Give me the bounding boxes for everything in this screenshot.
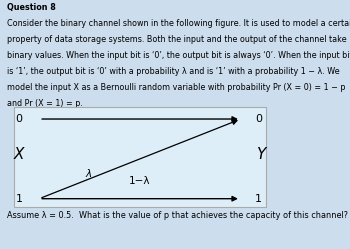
Text: 0: 0 [255, 114, 262, 124]
Text: Y: Y [256, 147, 266, 162]
Text: model the input X as a Bernoulli random variable with probability Pr (X = 0) = 1: model the input X as a Bernoulli random … [7, 83, 345, 92]
Text: 1: 1 [15, 194, 22, 204]
Text: and Pr (X = 1) = p.: and Pr (X = 1) = p. [7, 99, 83, 108]
Text: X: X [14, 147, 24, 162]
Text: λ: λ [85, 169, 92, 179]
Text: 0: 0 [15, 114, 22, 124]
Text: Question 8: Question 8 [7, 3, 56, 12]
Text: property of data storage systems. Both the input and the output of the channel t: property of data storage systems. Both t… [7, 35, 346, 44]
Text: 1−λ: 1−λ [129, 176, 151, 186]
Text: Assume λ = 0.5.  What is the value of p that achieves the capacity of this chann: Assume λ = 0.5. What is the value of p t… [7, 211, 348, 220]
Text: Consider the binary channel shown in the following figure. It is used to model a: Consider the binary channel shown in the… [7, 19, 350, 28]
Text: binary values. When the input bit is ‘0’, the output bit is always ‘0’. When the: binary values. When the input bit is ‘0’… [7, 51, 350, 60]
Text: is ‘1’, the output bit is ‘0’ with a probability λ and is ‘1’ with a probability: is ‘1’, the output bit is ‘0’ with a pro… [7, 67, 340, 76]
Text: 1: 1 [255, 194, 262, 204]
